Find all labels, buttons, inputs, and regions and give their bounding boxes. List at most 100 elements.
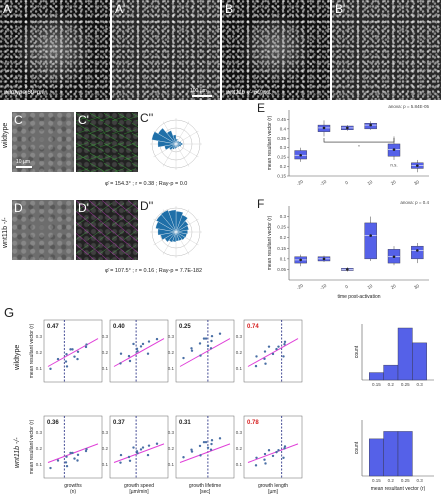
rose-plot-d xyxy=(150,206,202,258)
y-tick-label: 0.2 xyxy=(102,350,109,355)
box xyxy=(364,222,377,260)
significance-bracket xyxy=(323,138,395,143)
rose-c-petal xyxy=(164,143,177,151)
scatter-point xyxy=(146,453,150,457)
r-value-label: 0.31 xyxy=(179,420,191,426)
panel-label-c: C xyxy=(14,113,23,127)
x-tick-label: 0 xyxy=(344,180,349,186)
scatter-point xyxy=(275,347,278,351)
scatter-point xyxy=(198,444,202,448)
hist-bar xyxy=(397,431,413,477)
scatter-point xyxy=(283,340,287,344)
y-tick-label: 0.1 xyxy=(236,366,243,371)
scatter-point xyxy=(264,462,267,465)
y-tick-label: 0.1 xyxy=(280,256,287,261)
x-tick-label: -10 xyxy=(319,283,328,291)
rose-d-petal xyxy=(160,209,177,233)
hist-bar xyxy=(412,342,427,381)
x-tick-label: -20 xyxy=(296,283,305,291)
x-axis-unit: [µm] xyxy=(268,489,278,495)
scatter-point xyxy=(84,449,88,453)
y-tick-label: 0.25 xyxy=(277,225,286,230)
hist-bar xyxy=(369,438,384,477)
y-axis-label: mean resultant vector (r) xyxy=(267,115,273,170)
x-axis-label: growth length xyxy=(258,483,288,489)
scatter-point xyxy=(147,444,151,447)
anova-annotation: anova: p = 5.84E-05 xyxy=(388,104,429,109)
scatter-point xyxy=(49,466,52,470)
scatter-point xyxy=(283,343,286,346)
panel-label-f: F xyxy=(257,197,265,211)
scatter-point xyxy=(218,437,222,440)
scatter-point xyxy=(210,439,214,442)
scatter-point xyxy=(263,357,266,361)
scatter-point xyxy=(76,459,79,462)
scatter-point xyxy=(136,452,139,455)
panel-label-b: B xyxy=(225,2,234,16)
stats-c: φ̄ = 154.3° ; r = 0.38 ; Ray-p = 0.0 xyxy=(105,181,188,187)
scatter-point xyxy=(190,349,194,352)
y-tick-label: 0.3 xyxy=(280,214,287,219)
fit-line xyxy=(113,443,165,463)
y-axis-label: mean resultant vector (r) xyxy=(267,215,273,270)
scatter-point xyxy=(65,353,68,356)
scatter-point xyxy=(254,364,258,368)
scatter-point xyxy=(132,342,135,346)
hist-x-label: mean resultant vector (r) xyxy=(371,486,426,492)
y-tick-label: 0.2 xyxy=(168,446,175,451)
panel-label-d3: D'' xyxy=(140,199,154,213)
scatter-point xyxy=(85,343,88,346)
scatter-point xyxy=(263,452,267,456)
scatter-point xyxy=(275,450,278,454)
scatter-point xyxy=(190,450,194,453)
y-axis-label: mean resultant vector (r) xyxy=(29,419,35,474)
panel-label-c2: C' xyxy=(78,113,89,127)
scale-a2: 100 µm xyxy=(190,88,207,94)
panel-c3-rose: C'' xyxy=(140,112,210,176)
data-point xyxy=(416,249,419,252)
scatter-point xyxy=(271,454,275,458)
scatter-point xyxy=(198,342,202,345)
data-point xyxy=(416,164,419,167)
hist-bar xyxy=(383,431,399,477)
panel-b2-image: B' xyxy=(332,0,441,100)
scatter-point xyxy=(282,355,285,358)
y-axis-label: mean resultant vector (r) xyxy=(29,323,35,378)
rose-c-petal xyxy=(151,131,177,145)
data-point xyxy=(346,268,349,271)
scatter-point xyxy=(210,442,213,446)
scatter-point xyxy=(119,461,122,464)
x-tick-label: 30 xyxy=(413,283,420,290)
scatter-point xyxy=(127,354,131,358)
scatter-point xyxy=(190,347,193,350)
scalebar-c xyxy=(16,166,32,168)
data-point xyxy=(322,126,326,130)
scatter-panel xyxy=(43,415,103,479)
scatter-point xyxy=(283,447,286,450)
scatter-point xyxy=(202,440,206,444)
scatter-point xyxy=(65,365,69,368)
scatter-point xyxy=(141,342,145,346)
r-value-label: 0.78 xyxy=(247,420,259,426)
hist-tick-label: 0.15 xyxy=(372,382,381,387)
box-chart-e: 0.15 0.2 0.25 0.3 0.35 0.4 0.45 -20 -10 0 10 20 30 an… xyxy=(267,104,429,186)
x-axis-label: growth lifetime xyxy=(189,483,221,489)
x-tick-label: 30 xyxy=(413,179,420,186)
scatter-panel xyxy=(43,319,103,383)
y-tick-label: 0.3 xyxy=(236,334,243,339)
stats-d: φ̄ = 107.5° ; r = 0.16 ; Ray-p = 7.7E-18… xyxy=(105,268,203,274)
x-axis-label: growths xyxy=(64,483,82,489)
hist-tick-label: 0.3 xyxy=(416,382,423,387)
y-tick-label: 0.25 xyxy=(277,155,286,160)
scatter-point xyxy=(254,464,258,467)
scatter-point xyxy=(56,357,60,361)
panel-d2-image: D' xyxy=(76,200,138,260)
y-tick-label: 0.1 xyxy=(36,366,43,371)
rose-c-petal xyxy=(172,143,177,150)
y-tick-label: 0.2 xyxy=(280,235,287,240)
scatter-point xyxy=(73,355,76,358)
x-tick-label: 20 xyxy=(390,283,397,290)
scatter-point xyxy=(141,446,145,449)
rose-plot-c xyxy=(150,118,202,170)
scale-c: 10 µm xyxy=(16,159,30,165)
